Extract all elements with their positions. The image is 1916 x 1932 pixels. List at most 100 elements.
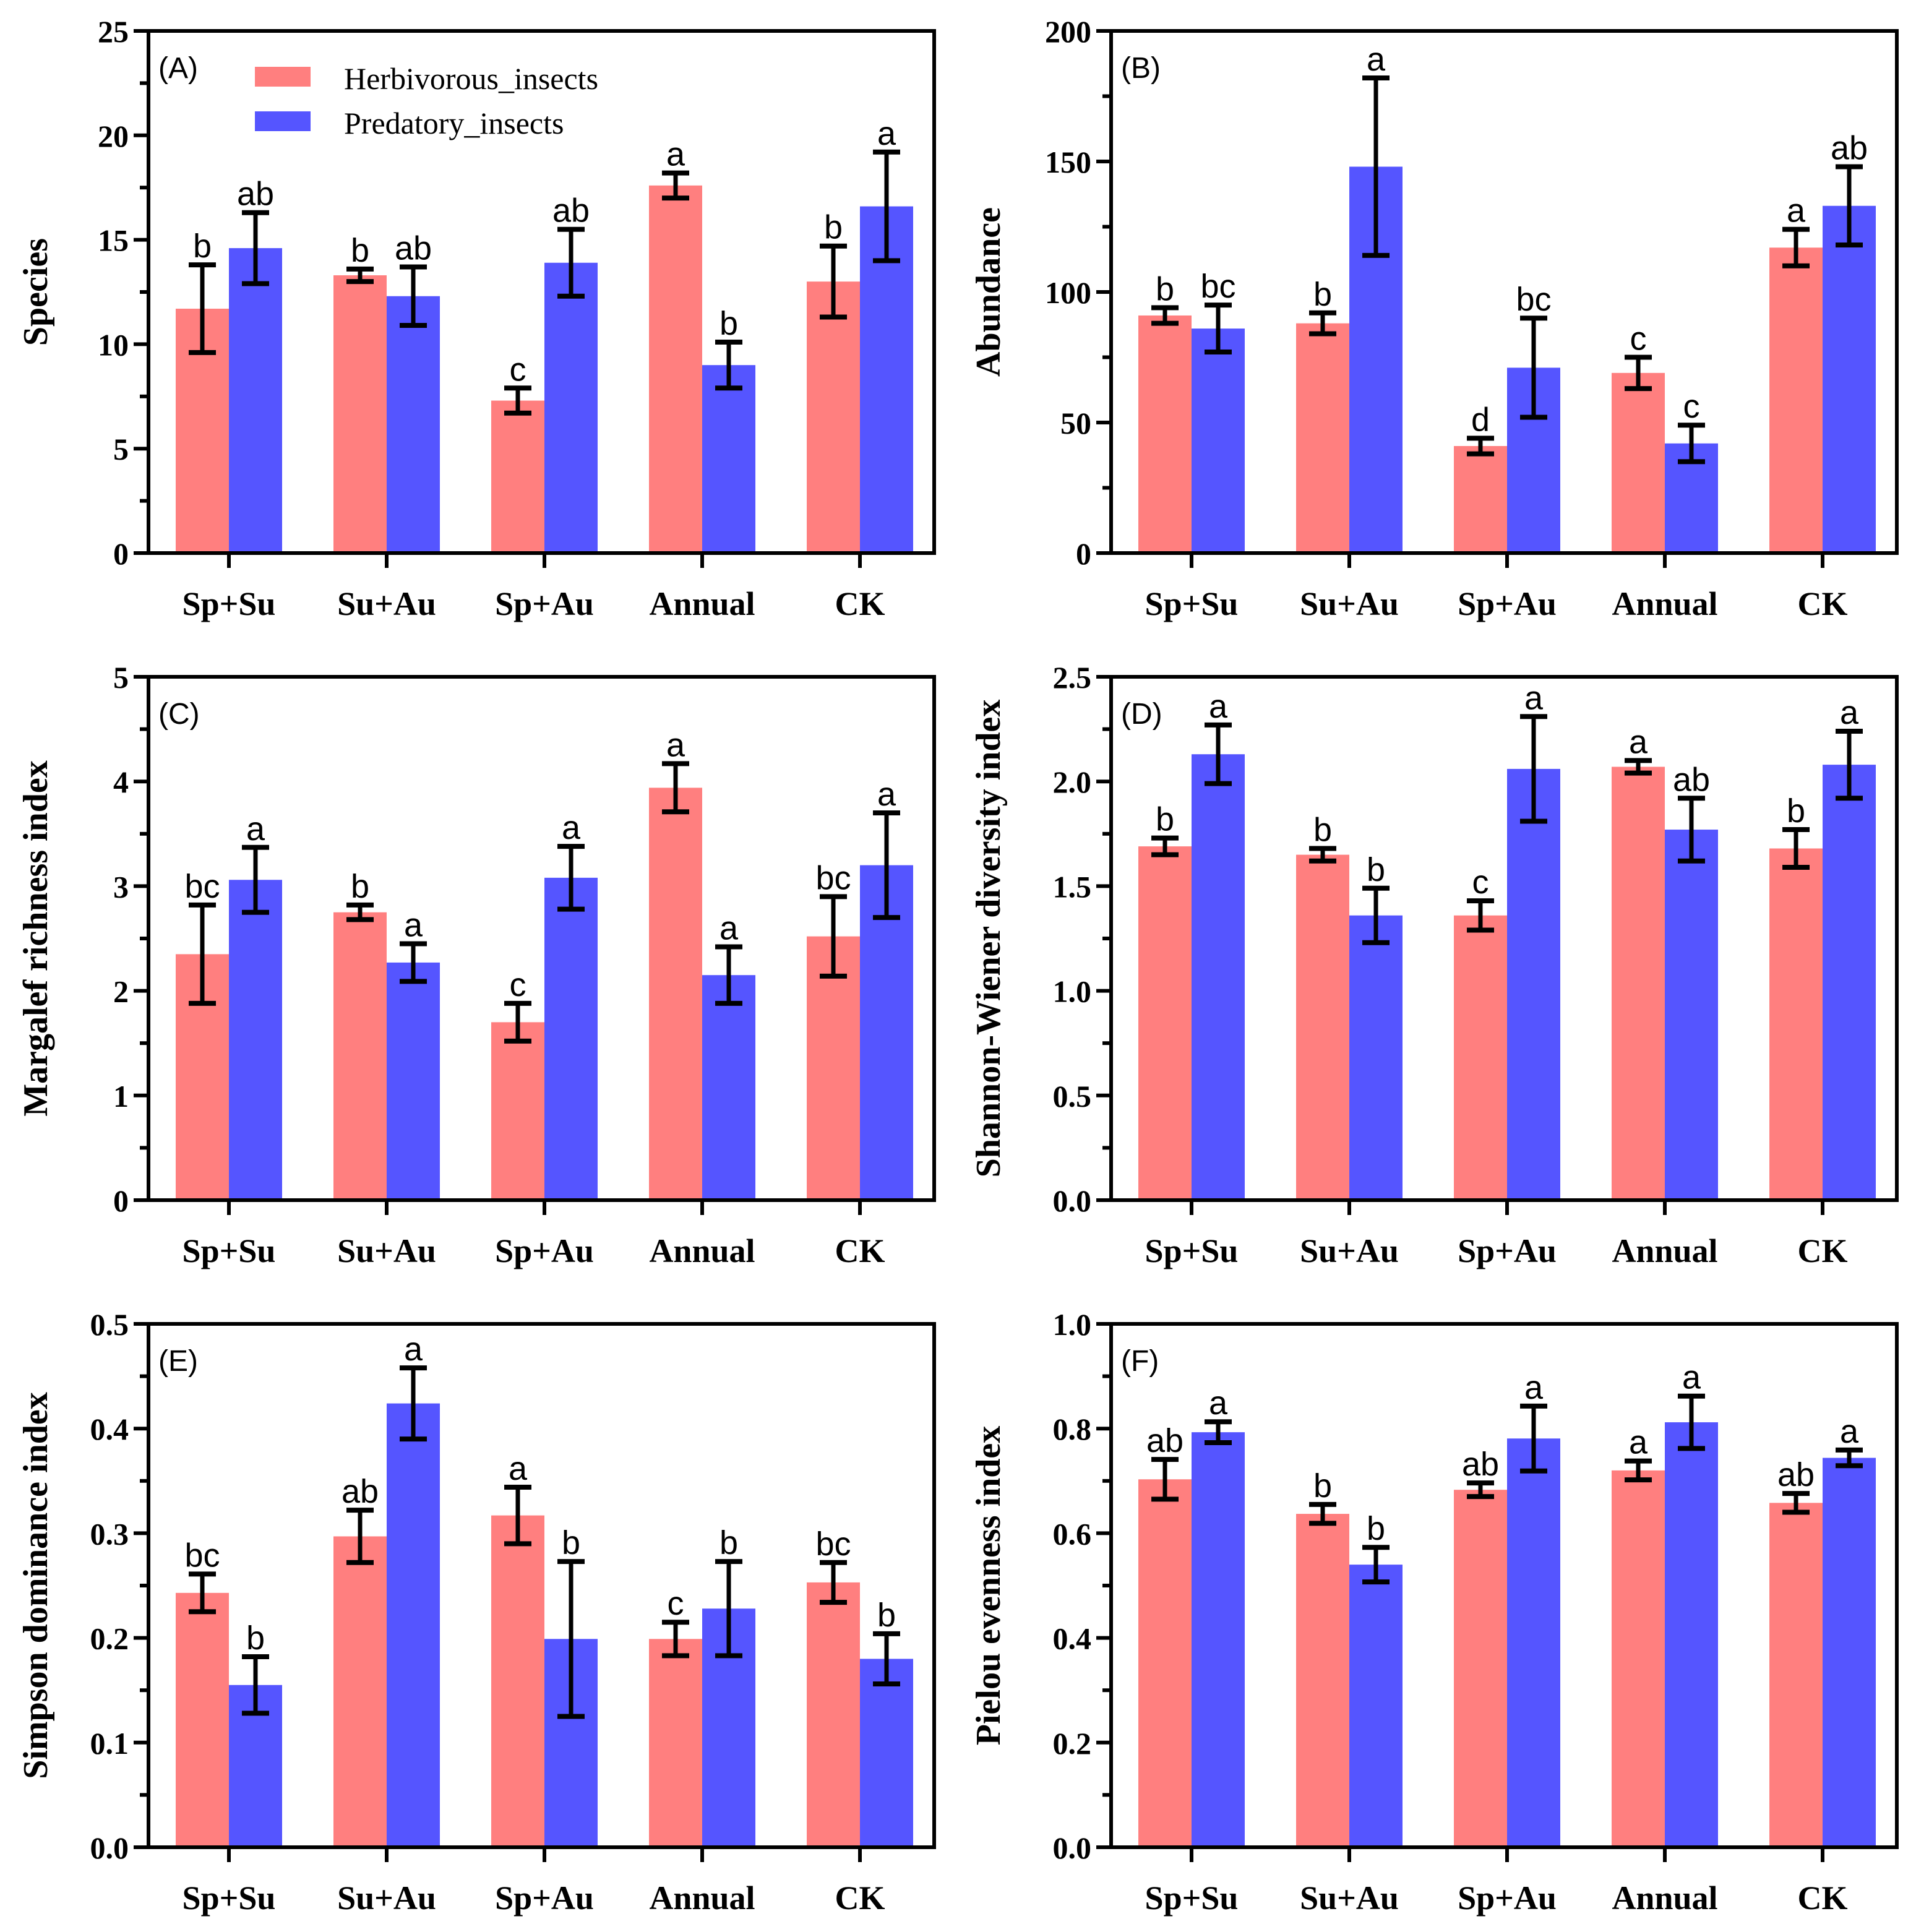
significance-letter: c (668, 1585, 684, 1622)
x-tick-label: CK (835, 585, 885, 622)
significance-letter: ab (552, 192, 590, 230)
legend-swatch-herbivorous (255, 67, 311, 87)
bar-herbivorous (491, 400, 544, 553)
x-tick-label: Sp+Au (495, 1232, 594, 1269)
panel-label: (F) (1121, 1345, 1159, 1378)
significance-letter: ab (1831, 129, 1868, 166)
panel-label: (B) (1121, 52, 1161, 85)
significance-letter: ab (395, 230, 432, 267)
significance-letter: bc (815, 859, 851, 896)
bar-herbivorous (807, 281, 860, 553)
legend-swatch-predatory (255, 111, 311, 131)
y-tick-label: 15 (98, 223, 129, 258)
bar-herbivorous (1612, 1470, 1665, 1847)
significance-letter: a (509, 1450, 528, 1487)
bar-predatory (387, 962, 440, 1200)
bar-herbivorous (1138, 315, 1192, 553)
y-tick-label: 2 (113, 974, 129, 1009)
y-tick-label: 0.8 (1053, 1412, 1092, 1446)
x-tick-label: Su+Au (337, 585, 436, 622)
x-tick-label: Sp+Au (495, 585, 594, 622)
bar-predatory (1192, 328, 1245, 553)
bar-predatory (1823, 1458, 1876, 1847)
significance-letter: b (246, 1620, 265, 1657)
y-tick-label: 0.2 (1053, 1726, 1092, 1761)
x-tick-label: Sp+Su (1145, 1232, 1239, 1269)
significance-letter: c (1630, 320, 1647, 358)
significance-letter: c (510, 966, 526, 1003)
significance-letter: a (1209, 688, 1228, 725)
significance-letter: a (1524, 679, 1544, 716)
bar-predatory (1823, 765, 1876, 1200)
significance-letter: a (562, 809, 581, 846)
x-tick-label: Sp+Au (1458, 1879, 1557, 1917)
bar-herbivorous (807, 936, 860, 1200)
bar-herbivorous (1296, 854, 1349, 1200)
bar-predatory (1823, 205, 1876, 553)
y-tick-label: 5 (113, 432, 129, 466)
significance-letter: bc (1200, 268, 1235, 305)
significance-letter: ab (1673, 761, 1710, 798)
significance-letter: bc (1516, 281, 1551, 318)
significance-letter: a (1524, 1369, 1544, 1406)
x-tick-label: Su+Au (1300, 1879, 1399, 1917)
significance-letter: b (1367, 1510, 1385, 1547)
significance-letter: a (1840, 694, 1859, 731)
x-tick-label: Annual (649, 1879, 755, 1917)
bar-herbivorous (649, 788, 702, 1200)
y-tick-label: 0.0 (90, 1831, 129, 1865)
x-tick-label: Annual (649, 585, 755, 622)
significance-letter: a (666, 726, 685, 763)
x-tick-label: Annual (649, 1232, 755, 1269)
bar-herbivorous (1296, 323, 1349, 553)
y-tick-label: 1.0 (1053, 974, 1092, 1009)
bar-predatory (702, 975, 755, 1200)
significance-letter: d (1471, 401, 1490, 438)
y-tick-label: 5 (113, 660, 129, 695)
x-tick-label: Sp+Su (183, 1879, 276, 1917)
y-tick-label: 150 (1045, 145, 1091, 179)
bar-herbivorous (807, 1582, 860, 1847)
significance-letter: b (720, 305, 738, 342)
x-tick-label: CK (1798, 585, 1848, 622)
bar-predatory (860, 206, 913, 554)
bar-herbivorous (1296, 1514, 1349, 1847)
significance-letter: a (720, 910, 739, 947)
y-tick-label: 50 (1060, 406, 1091, 440)
bar-herbivorous (1612, 372, 1665, 553)
significance-letter: b (193, 228, 212, 265)
bar-predatory (544, 877, 598, 1200)
bar-herbivorous (649, 185, 702, 554)
significance-letter: ab (1462, 1446, 1499, 1483)
bar-herbivorous (491, 1022, 544, 1200)
y-tick-label: 0.5 (90, 1307, 129, 1342)
y-tick-label: 0.0 (1053, 1183, 1092, 1218)
bar-herbivorous (649, 1639, 702, 1847)
significance-letter: a (1840, 1413, 1859, 1450)
significance-letter: c (1683, 388, 1700, 425)
significance-letter: b (1313, 811, 1332, 848)
y-tick-label: 0.6 (1053, 1516, 1092, 1551)
significance-letter: ab (342, 1473, 379, 1510)
significance-letter: b (1787, 792, 1805, 830)
x-tick-label: Sp+Au (495, 1879, 594, 1917)
significance-letter: b (824, 209, 843, 246)
y-axis-label: Abundance (969, 207, 1008, 377)
bar-predatory (544, 262, 598, 553)
bar-predatory (702, 365, 755, 553)
y-tick-label: 0.1 (90, 1726, 129, 1761)
significance-letter: b (1313, 276, 1332, 313)
significance-letter: c (510, 351, 526, 388)
significance-letter: b (1156, 270, 1174, 307)
bar-herbivorous (1454, 915, 1507, 1200)
y-tick-label: 1.0 (1053, 1307, 1092, 1342)
bar-herbivorous (1769, 247, 1823, 553)
bar-herbivorous (1769, 1503, 1823, 1847)
significance-letter: b (562, 1524, 580, 1561)
x-tick-label: Su+Au (337, 1879, 436, 1917)
bar-herbivorous (1612, 766, 1665, 1200)
y-axis-label: Margalef richness index (17, 760, 55, 1116)
